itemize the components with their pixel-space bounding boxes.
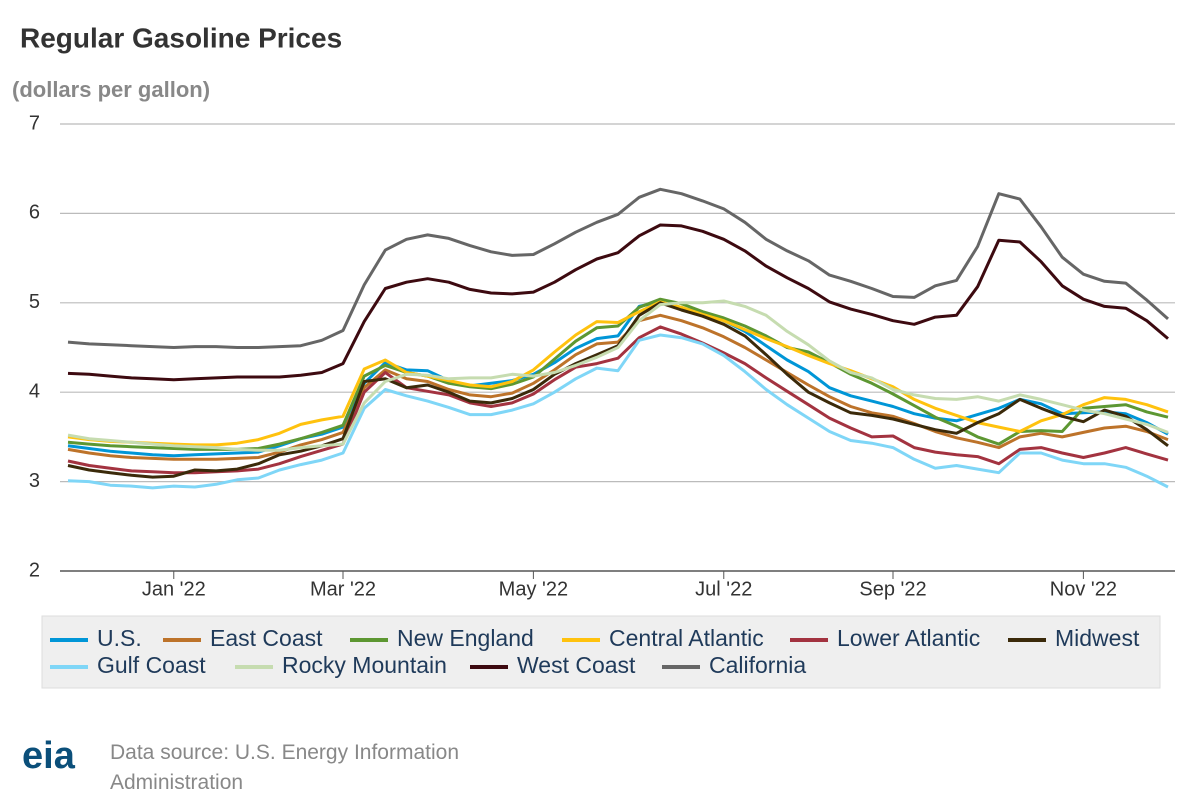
series-line (67, 187, 1169, 349)
x-tick-label: Jan '22 (142, 578, 206, 600)
legend-box (41, 615, 1161, 689)
y-tick-label: 2 (29, 559, 40, 581)
series-line (67, 301, 1169, 479)
y-tick-label: 6 (29, 202, 40, 224)
y-tick-label: 7 (29, 112, 40, 134)
x-tick-label: Mar '22 (310, 578, 376, 600)
x-tick-label: May '22 (499, 578, 568, 600)
series-line (67, 299, 1169, 452)
series-line (67, 333, 1169, 490)
chart-subtitle: (dollars per gallon) (12, 77, 210, 102)
legend-label: New England (397, 625, 534, 651)
y-tick-label: 4 (29, 380, 40, 402)
legend-label: Lower Atlantic (837, 625, 980, 651)
series-line (67, 300, 1169, 458)
source-note: Data source: U.S. Energy Information Adm… (110, 741, 459, 794)
legend-label: Gulf Coast (97, 652, 206, 678)
series-line (67, 223, 1169, 382)
legend-label: West Coast (517, 652, 636, 678)
legend-label: East Coast (210, 625, 323, 651)
logo: eia (22, 735, 75, 777)
legend-label: Midwest (1055, 625, 1140, 651)
y-tick-label: 3 (29, 470, 40, 492)
x-tick-label: Nov '22 (1050, 578, 1117, 600)
legend-label: Rocky Mountain (282, 652, 447, 678)
series-line (67, 313, 1169, 461)
legend-label: California (709, 652, 806, 678)
x-tick-label: Sep '22 (859, 578, 926, 600)
legend-label: Central Atlantic (609, 625, 764, 651)
chart-title: Regular Gasoline Prices (20, 22, 342, 53)
x-tick-label: Jul '22 (695, 578, 752, 600)
series-line (67, 300, 1169, 447)
series-line (67, 325, 1169, 475)
y-tick-label: 5 (29, 291, 40, 313)
legend-label: U.S. (97, 625, 142, 651)
